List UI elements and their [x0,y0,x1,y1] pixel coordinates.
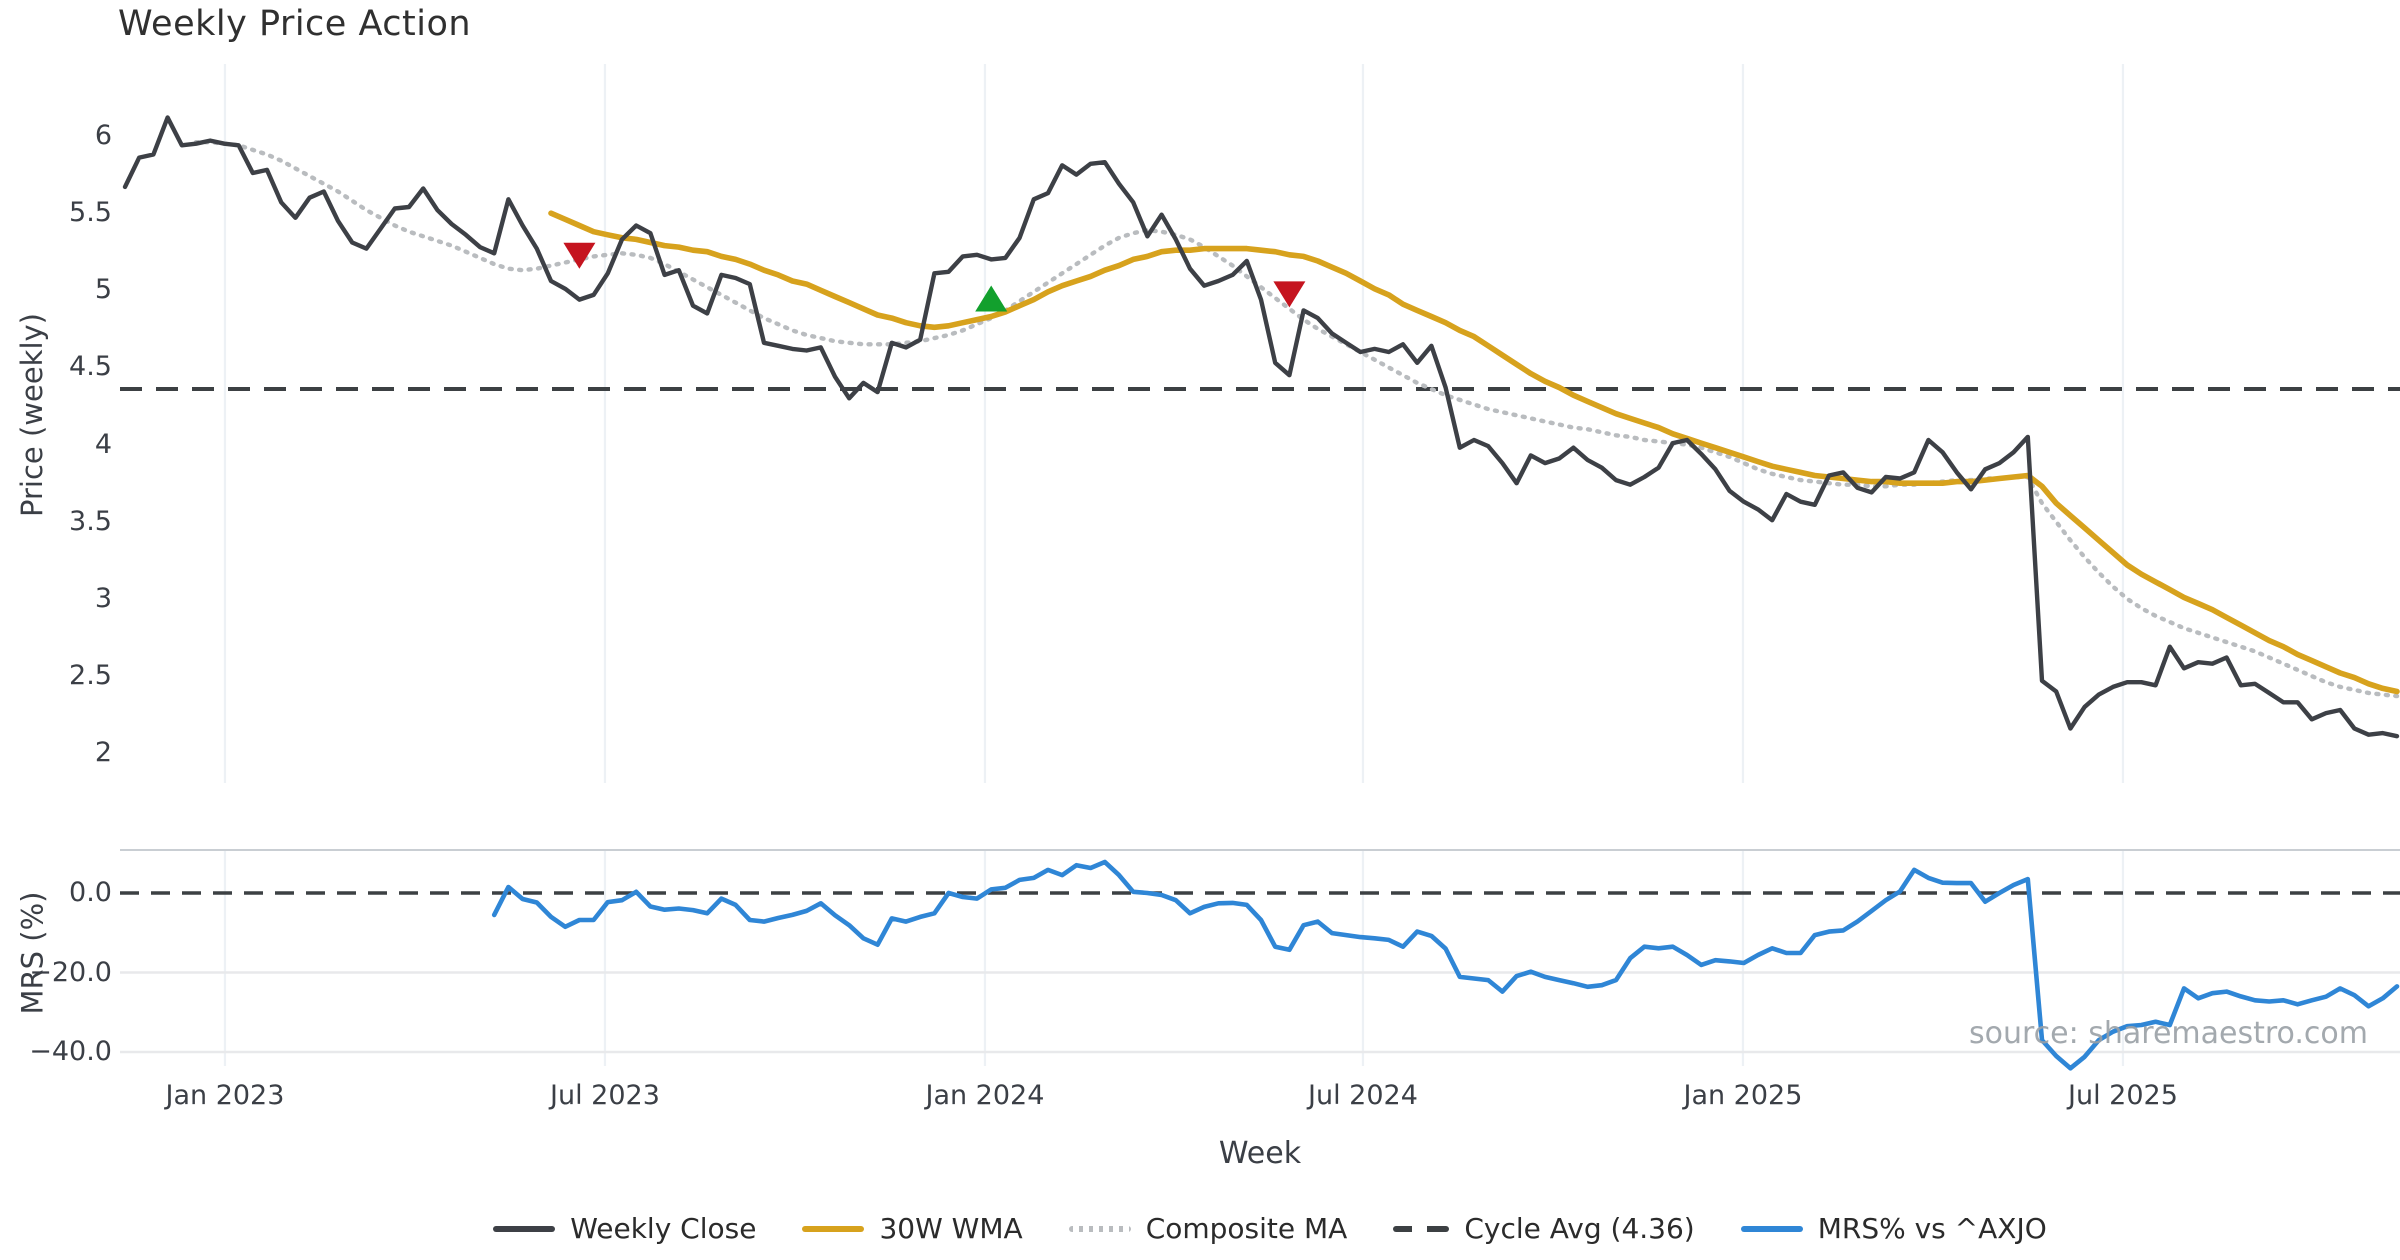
legend-item-weekly-close: Weekly Close [493,1212,756,1245]
legend-item-wma: 30W WMA [802,1212,1023,1245]
x-tick: Jan 2024 [925,1080,1045,1111]
x-tick: Jul 2024 [1308,1080,1418,1111]
price-y-tick: 6 [94,120,112,151]
sell-signal-marker [1273,281,1306,308]
composite-ma-line [193,139,2400,699]
legend-label-weekly-close: Weekly Close [570,1212,757,1245]
x-tick: Jul 2023 [550,1080,660,1111]
source-note: source: sharemaestro.com [1969,1016,2368,1051]
legend-item-composite: Composite MA [1068,1212,1348,1245]
mrs-y-axis-label: MRS (%) [15,891,50,1015]
mrs-line [491,859,2400,1071]
x-tick: Jul 2025 [2068,1080,2178,1111]
x-axis-label: Week [1218,1136,1302,1171]
mrs-y-axis-label-box: MRS (%) [4,843,60,1063]
buy-signal-marker [975,285,1008,312]
mrs-y-tick: −40.0 [29,1036,112,1067]
wma-swatch-icon [802,1225,865,1232]
legend-label-mrs: MRS% vs ^AXJO [1817,1212,2047,1245]
legend-label-composite: Composite MA [1145,1212,1348,1245]
price-y-tick: 4.5 [69,351,112,383]
price-y-axis-label: Price (weekly) [15,312,50,518]
x-tick: Jan 2023 [165,1080,285,1111]
legend: Weekly Close 30W WMA Composite MA Cycle … [70,1212,2400,1245]
price-y-tick: 2.5 [69,660,112,692]
mrs-y-tick: 0.0 [69,877,112,908]
page-title: Weekly Price Action [118,4,472,44]
cycle-avg-swatch-icon [1393,1225,1450,1232]
composite-swatch-icon [1068,1225,1131,1232]
wma-line [548,210,2400,695]
mrs-y-tick: −20.0 [29,956,112,988]
weekly-close-swatch-icon [493,1225,556,1232]
price-y-tick: 2 [94,737,112,769]
sell-signal-marker [563,242,596,269]
price-y-tick: 4 [94,428,112,460]
mrs-swatch-icon [1740,1225,1803,1232]
legend-item-mrs: MRS% vs ^AXJO [1740,1212,2047,1245]
price-y-tick: 3.5 [69,505,112,537]
legend-label-cycle-avg: Cycle Avg (4.36) [1464,1212,1695,1245]
legend-item-cycle-avg: Cycle Avg (4.36) [1393,1212,1695,1245]
legend-label-wma: 30W WMA [879,1212,1023,1245]
x-tick: Jan 2025 [1683,1080,1803,1111]
price-y-tick: 3 [94,582,112,614]
price-y-axis-label-box: Price (weekly) [4,200,60,630]
weekly-close-line [122,115,2400,739]
price-y-tick: 5.5 [69,197,112,229]
price-y-tick: 5 [94,274,112,306]
